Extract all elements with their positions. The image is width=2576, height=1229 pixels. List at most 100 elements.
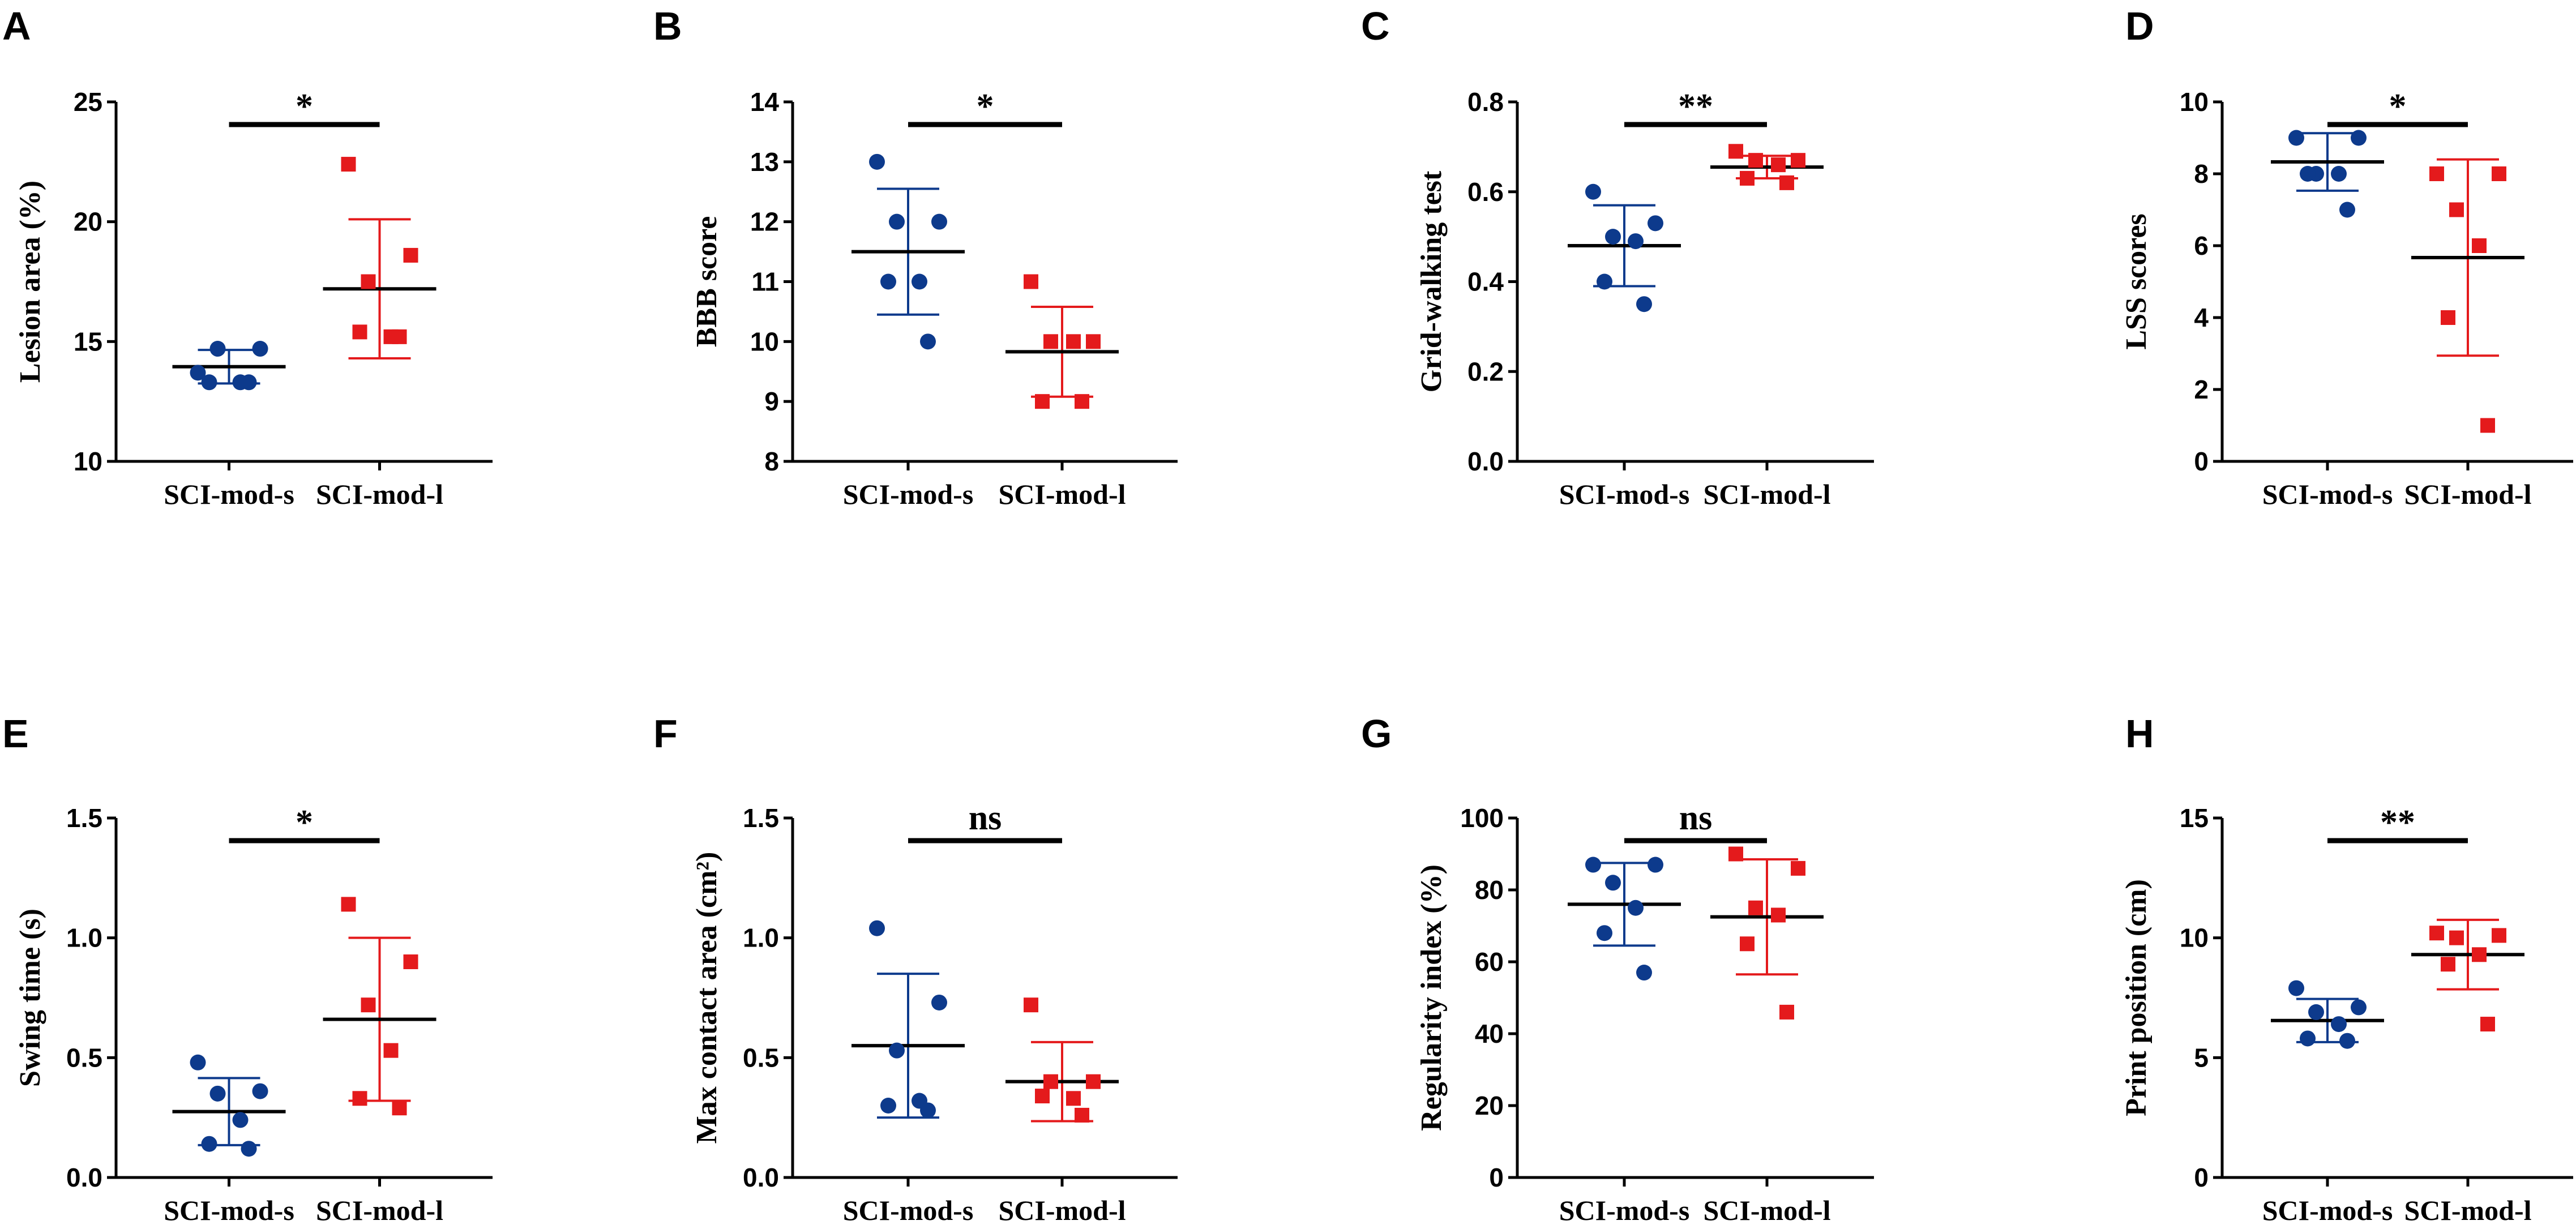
- data-point-sci-mod-l: [1728, 144, 1743, 159]
- data-point-sci-mod-s: [2288, 130, 2304, 146]
- panel-h: H 0 5 10 15 SCI-mod-s SCI-mod-l Print position …: [2120, 712, 2573, 1226]
- data-point-sci-mod-l: [1748, 900, 1763, 915]
- data-point-sci-mod-s: [869, 153, 885, 170]
- y-tick-label: 5: [2194, 1043, 2209, 1072]
- data-point-sci-mod-s: [241, 1141, 257, 1157]
- data-point-sci-mod-s: [2300, 1030, 2316, 1047]
- data-point-sci-mod-s: [2308, 1004, 2324, 1020]
- data-point-sci-mod-l: [2472, 947, 2487, 962]
- data-point-sci-mod-l: [341, 157, 356, 172]
- data-point-sci-mod-s: [201, 1136, 217, 1152]
- data-point-sci-mod-s: [2331, 166, 2347, 182]
- y-tick-label: 10: [2180, 87, 2209, 117]
- y-axis-title: BBB score: [691, 216, 723, 348]
- y-tick-label: 0.0: [1467, 447, 1504, 476]
- panel-e: E 0.0 0.5 1.0 1.5 SCI-mod-s SCI-mod-l Swing tim…: [2, 712, 493, 1226]
- significance-label: *: [296, 87, 313, 126]
- y-axis-title: Grid-walking test: [1415, 170, 1448, 392]
- data-point-sci-mod-l: [1740, 936, 1755, 952]
- data-point-sci-mod-s: [1628, 233, 1644, 250]
- data-point-sci-mod-l: [392, 329, 407, 344]
- significance-label: *: [977, 87, 994, 126]
- data-point-sci-mod-s: [1648, 215, 1663, 232]
- data-point-sci-mod-l: [2429, 926, 2444, 941]
- data-point-sci-mod-s: [931, 213, 947, 230]
- x-category-label: SCI-mod-s: [164, 1194, 294, 1226]
- x-category-label: SCI-mod-s: [1559, 1194, 1690, 1226]
- data-point-sci-mod-l: [1728, 846, 1743, 862]
- data-point-sci-mod-l: [1748, 153, 1763, 168]
- y-tick-label: 1.0: [66, 923, 102, 953]
- data-point-sci-mod-s: [2351, 130, 2367, 146]
- data-point-sci-mod-l: [1043, 334, 1058, 349]
- y-tick-label: 6: [2194, 231, 2209, 260]
- data-point-sci-mod-s: [1605, 875, 1621, 891]
- panel-letter: F: [653, 712, 678, 756]
- data-point-sci-mod-l: [2449, 930, 2464, 945]
- y-tick-label: 20: [74, 207, 102, 237]
- y-tick-label: 0.6: [1467, 177, 1504, 207]
- x-category-label: SCI-mod-s: [843, 478, 974, 510]
- x-category-label: SCI-mod-s: [164, 478, 294, 510]
- y-tick-label: 8: [764, 447, 779, 476]
- x-category-label: SCI-mod-l: [998, 478, 1126, 510]
- panel-d: D 0 2 4 6 8 10 SCI-mod-s SCI-mod-l LSS scores *: [2120, 4, 2573, 510]
- data-point-sci-mod-s: [1628, 900, 1644, 916]
- data-point-sci-mod-l: [1791, 153, 1805, 168]
- significance-label: **: [2380, 803, 2415, 842]
- data-point-sci-mod-s: [209, 1085, 226, 1102]
- data-point-sci-mod-l: [1791, 860, 1805, 876]
- data-point-sci-mod-s: [190, 1054, 206, 1070]
- data-point-sci-mod-l: [2449, 202, 2464, 217]
- data-point-sci-mod-s: [2339, 202, 2355, 218]
- data-point-sci-mod-l: [1771, 907, 1786, 923]
- data-point-sci-mod-l: [361, 997, 376, 1013]
- x-category-label: SCI-mod-s: [2262, 478, 2393, 510]
- data-point-sci-mod-l: [403, 247, 418, 263]
- data-point-sci-mod-s: [2331, 1016, 2347, 1033]
- data-point-sci-mod-l: [1035, 394, 1050, 409]
- data-point-sci-mod-l: [361, 274, 376, 289]
- data-point-sci-mod-s: [1597, 273, 1612, 290]
- data-point-sci-mod-s: [869, 920, 885, 936]
- data-point-sci-mod-s: [241, 374, 257, 391]
- y-tick-label: 15: [74, 327, 102, 356]
- data-point-sci-mod-s: [201, 374, 217, 391]
- y-axis-title: Print position (cm): [2120, 879, 2153, 1116]
- data-point-sci-mod-l: [1075, 394, 1089, 409]
- data-point-sci-mod-l: [352, 324, 367, 340]
- data-point-sci-mod-s: [2351, 999, 2367, 1016]
- panel-f: F 0.0 0.5 1.0 1.5 SCI-mod-s SCI-mod-l Max conta…: [653, 712, 1178, 1226]
- data-point-sci-mod-l: [1066, 1091, 1081, 1106]
- x-category-label: SCI-mod-l: [316, 1194, 443, 1226]
- data-point-sci-mod-l: [392, 1100, 407, 1116]
- data-point-sci-mod-l: [403, 954, 418, 969]
- data-point-sci-mod-l: [1035, 1089, 1050, 1104]
- data-point-sci-mod-l: [383, 1043, 399, 1058]
- y-tick-label: 4: [2194, 303, 2209, 332]
- significance-label: *: [296, 803, 313, 842]
- data-point-sci-mod-s: [1585, 857, 1601, 873]
- panel-letter: H: [2125, 712, 2154, 756]
- y-tick-label: 80: [1475, 875, 1504, 905]
- y-tick-label: 0.4: [1467, 267, 1504, 297]
- y-tick-label: 15: [2180, 803, 2209, 833]
- panel-letter: C: [1361, 4, 1390, 48]
- y-tick-label: 13: [750, 147, 779, 177]
- y-tick-label: 40: [1475, 1019, 1504, 1048]
- x-category-label: SCI-mod-s: [843, 1194, 974, 1226]
- data-point-sci-mod-s: [1636, 296, 1652, 312]
- significance-label: **: [1678, 87, 1713, 126]
- significance-label: ns: [1679, 799, 1713, 837]
- data-point-sci-mod-s: [1636, 965, 1652, 981]
- significance-label: *: [2389, 87, 2407, 126]
- data-point-sci-mod-s: [920, 333, 936, 350]
- panel-b: B 8 9 10 11 12 13 14 SCI-mod-s SCI-mod-l BBB score…: [653, 4, 1178, 510]
- data-point-sci-mod-s: [889, 1042, 905, 1059]
- y-tick-label: 0.2: [1467, 357, 1504, 386]
- data-point-sci-mod-s: [1648, 857, 1663, 873]
- y-tick-label: 25: [74, 87, 102, 117]
- y-axis-title: Regularity index (%): [1415, 864, 1448, 1131]
- x-category-label: SCI-mod-l: [2404, 1194, 2531, 1226]
